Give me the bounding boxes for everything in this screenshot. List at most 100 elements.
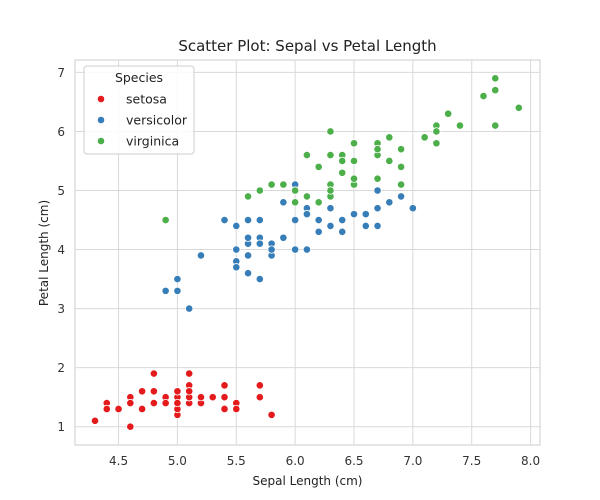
data-point-setosa — [173, 398, 182, 408]
data-point-virginica — [267, 180, 276, 189]
legend: Species setosa versicolor virginica — [83, 65, 195, 155]
x-tick-label: 7.0 — [403, 454, 422, 468]
data-point-setosa — [126, 422, 135, 431]
data-point-virginica — [349, 139, 359, 148]
x-tick-label: 6.0 — [286, 454, 305, 468]
data-point-setosa — [149, 369, 158, 378]
series-versicolor — [161, 180, 417, 313]
legend-marker-versicolor — [96, 115, 106, 125]
data-point-versicolor — [408, 204, 417, 213]
legend-box — [83, 65, 195, 155]
y-tick-label: 4 — [57, 243, 65, 257]
data-point-versicolor — [373, 204, 382, 213]
data-point-virginica — [349, 156, 359, 166]
data-point-versicolor — [338, 215, 347, 225]
x-axis-label: Sepal Length (cm) — [253, 474, 363, 488]
data-point-virginica — [255, 186, 264, 195]
legend-label-virginica: virginica — [126, 134, 179, 149]
x-tick-label: 7.5 — [462, 454, 481, 468]
data-point-versicolor — [196, 251, 206, 260]
legend-label-setosa: setosa — [126, 92, 167, 107]
data-point-versicolor — [326, 221, 335, 231]
data-point-versicolor — [173, 286, 182, 295]
data-point-versicolor — [243, 269, 253, 278]
data-point-versicolor — [243, 233, 253, 242]
data-point-virginica — [479, 91, 488, 101]
legend-marker-setosa — [96, 94, 106, 104]
data-point-virginica — [514, 103, 523, 112]
data-point-versicolor — [291, 245, 300, 254]
data-point-versicolor — [220, 215, 229, 225]
data-point-virginica — [385, 156, 394, 166]
data-point-versicolor — [255, 274, 264, 284]
data-point-versicolor — [279, 198, 288, 207]
data-point-versicolor — [302, 245, 312, 254]
y-axis-label: Petal Length (cm) — [37, 200, 51, 306]
data-point-setosa — [173, 387, 182, 396]
x-tick-label: 6.5 — [344, 454, 363, 468]
data-point-versicolor — [161, 286, 170, 295]
data-point-virginica — [432, 139, 441, 148]
data-point-setosa — [126, 398, 135, 408]
data-point-virginica — [373, 145, 382, 154]
data-point-virginica — [314, 162, 323, 171]
data-point-setosa — [232, 404, 241, 414]
data-point-virginica — [302, 192, 312, 201]
data-point-setosa — [102, 404, 111, 414]
data-point-versicolor — [396, 192, 406, 201]
data-point-virginica — [385, 133, 394, 142]
data-point-setosa — [220, 404, 229, 414]
data-point-virginica — [326, 150, 335, 160]
data-point-versicolor — [267, 245, 276, 254]
data-point-virginica — [314, 198, 323, 207]
data-point-virginica — [326, 127, 335, 136]
data-point-setosa — [149, 387, 158, 396]
data-point-setosa — [267, 410, 276, 419]
data-point-versicolor — [361, 221, 370, 231]
data-point-setosa — [90, 416, 100, 425]
data-point-versicolor — [255, 215, 264, 225]
data-point-virginica — [455, 121, 465, 130]
data-point-setosa — [149, 398, 158, 408]
data-point-versicolor — [314, 215, 323, 225]
data-point-setosa — [138, 387, 147, 396]
data-point-versicolor — [291, 215, 300, 225]
data-point-virginica — [432, 127, 441, 136]
data-point-virginica — [373, 174, 382, 183]
data-point-versicolor — [279, 233, 288, 242]
data-point-versicolor — [326, 204, 335, 213]
x-tick-label: 5.0 — [168, 454, 187, 468]
data-point-virginica — [338, 168, 347, 177]
data-point-setosa — [220, 393, 229, 402]
data-point-versicolor — [314, 227, 323, 236]
data-point-virginica — [279, 180, 288, 189]
data-point-setosa — [161, 398, 170, 408]
data-point-setosa — [185, 387, 194, 396]
data-point-versicolor — [173, 274, 182, 284]
data-point-virginica — [243, 192, 253, 201]
data-point-setosa — [255, 393, 264, 402]
x-tick-label: 8.0 — [521, 454, 540, 468]
legend-marker-virginica — [96, 136, 106, 146]
y-tick-label: 6 — [57, 125, 65, 139]
data-point-virginica — [491, 74, 500, 83]
y-tick-label: 1 — [57, 420, 65, 434]
data-point-setosa — [220, 381, 229, 390]
data-point-setosa — [255, 381, 264, 390]
data-point-versicolor — [373, 221, 382, 231]
data-point-versicolor — [338, 227, 347, 236]
data-point-setosa — [208, 393, 217, 402]
legend-label-versicolor: versicolor — [126, 113, 188, 128]
data-points — [90, 74, 523, 431]
y-tick-label: 3 — [57, 302, 65, 316]
tick-labels: 4.5 5.0 5.5 6.0 6.5 7.0 7.5 8.0 1 2 3 4 5 6 7 — [57, 66, 540, 468]
data-point-setosa — [196, 393, 206, 402]
data-point-virginica — [396, 145, 406, 154]
data-point-virginica — [338, 156, 347, 166]
data-point-virginica — [349, 174, 359, 183]
y-tick-label: 2 — [57, 361, 65, 375]
data-point-versicolor — [255, 239, 264, 248]
x-tick-label: 4.5 — [109, 454, 128, 468]
y-tick-label: 5 — [57, 184, 65, 198]
chart-title: Scatter Plot: Sepal vs Petal Length — [178, 37, 436, 55]
